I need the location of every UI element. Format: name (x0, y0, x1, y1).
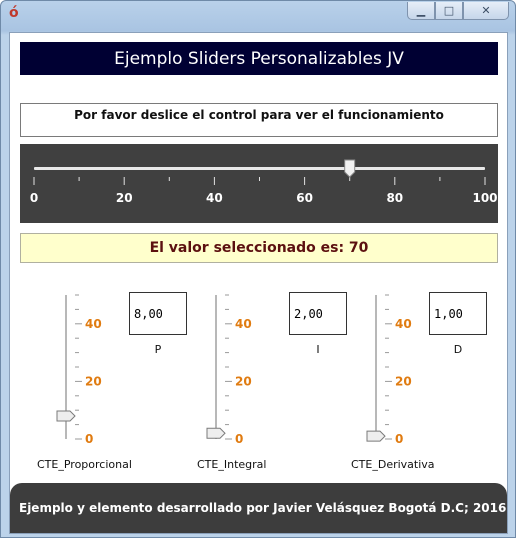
instructions-label: Por favor deslice el control para ver el… (20, 103, 498, 137)
vertical-slider-tick-label: 0 (395, 432, 403, 446)
page-title: Ejemplo Sliders Personalizables JV (20, 42, 498, 75)
vertical-sliders-area: 40 20 0 40 20 0 40 20 0 (56, 294, 412, 446)
title-bar[interactable]: ó ▁ □ ✕ (1, 1, 515, 25)
maximize-button[interactable]: □ (435, 2, 463, 20)
slider-thumb[interactable] (344, 159, 356, 178)
minimize-button[interactable]: ▁ (407, 2, 435, 20)
vertical-slider-tick-label: 20 (85, 374, 102, 388)
caption-proporcional: CTE_Proporcional (37, 458, 132, 471)
value-box-d: 1,00 (429, 292, 487, 335)
client-area: Ejemplo Sliders Personalizables JV Por f… (9, 32, 508, 534)
slider-track (34, 167, 485, 170)
slider-tick-label: 0 (30, 191, 38, 205)
vertical-slider-tick-label: 40 (235, 317, 252, 331)
vertical-slider-thumb[interactable] (56, 410, 76, 422)
selected-value-label: El valor seleccionado es: 70 (20, 233, 498, 263)
vertical-slider-tick-label: 20 (395, 374, 412, 388)
letter-p: P (154, 343, 162, 356)
slider-tick-label: 60 (296, 191, 313, 205)
close-button[interactable]: ✕ (463, 2, 509, 20)
value-box-i: 2,00 (289, 292, 347, 335)
footer-credit: Ejemplo y elemento desarrollado por Javi… (10, 483, 507, 533)
letter-d: D (453, 343, 463, 356)
value-box-p: 8,00 (129, 292, 187, 335)
vertical-slider-tick-label: 40 (395, 317, 412, 331)
window-controls: ▁ □ ✕ (407, 2, 509, 20)
slider-tick-label: 20 (116, 191, 133, 205)
caption-derivativa: CTE_Derivativa (351, 458, 435, 471)
caption-integral: CTE_Integral (197, 458, 267, 471)
slider-tick-label: 40 (206, 191, 223, 205)
main-slider-panel: 0 20 40 60 80 100 (20, 144, 498, 223)
vertical-slider-tick-label: 0 (85, 432, 93, 446)
vertical-slider-thumb[interactable] (206, 427, 226, 439)
main-slider[interactable]: 0 20 40 60 80 100 (20, 144, 498, 223)
java-icon: ó (9, 5, 19, 21)
slider-tick-label: 100 (472, 191, 497, 205)
vertical-slider-tick-label: 40 (85, 317, 102, 331)
vertical-slider-tick-label: 20 (235, 374, 252, 388)
vertical-slider-tick-label: 0 (235, 432, 243, 446)
letter-i: I (316, 343, 320, 356)
vertical-slider-thumb[interactable] (366, 430, 386, 442)
slider-tick-label: 80 (386, 191, 403, 205)
